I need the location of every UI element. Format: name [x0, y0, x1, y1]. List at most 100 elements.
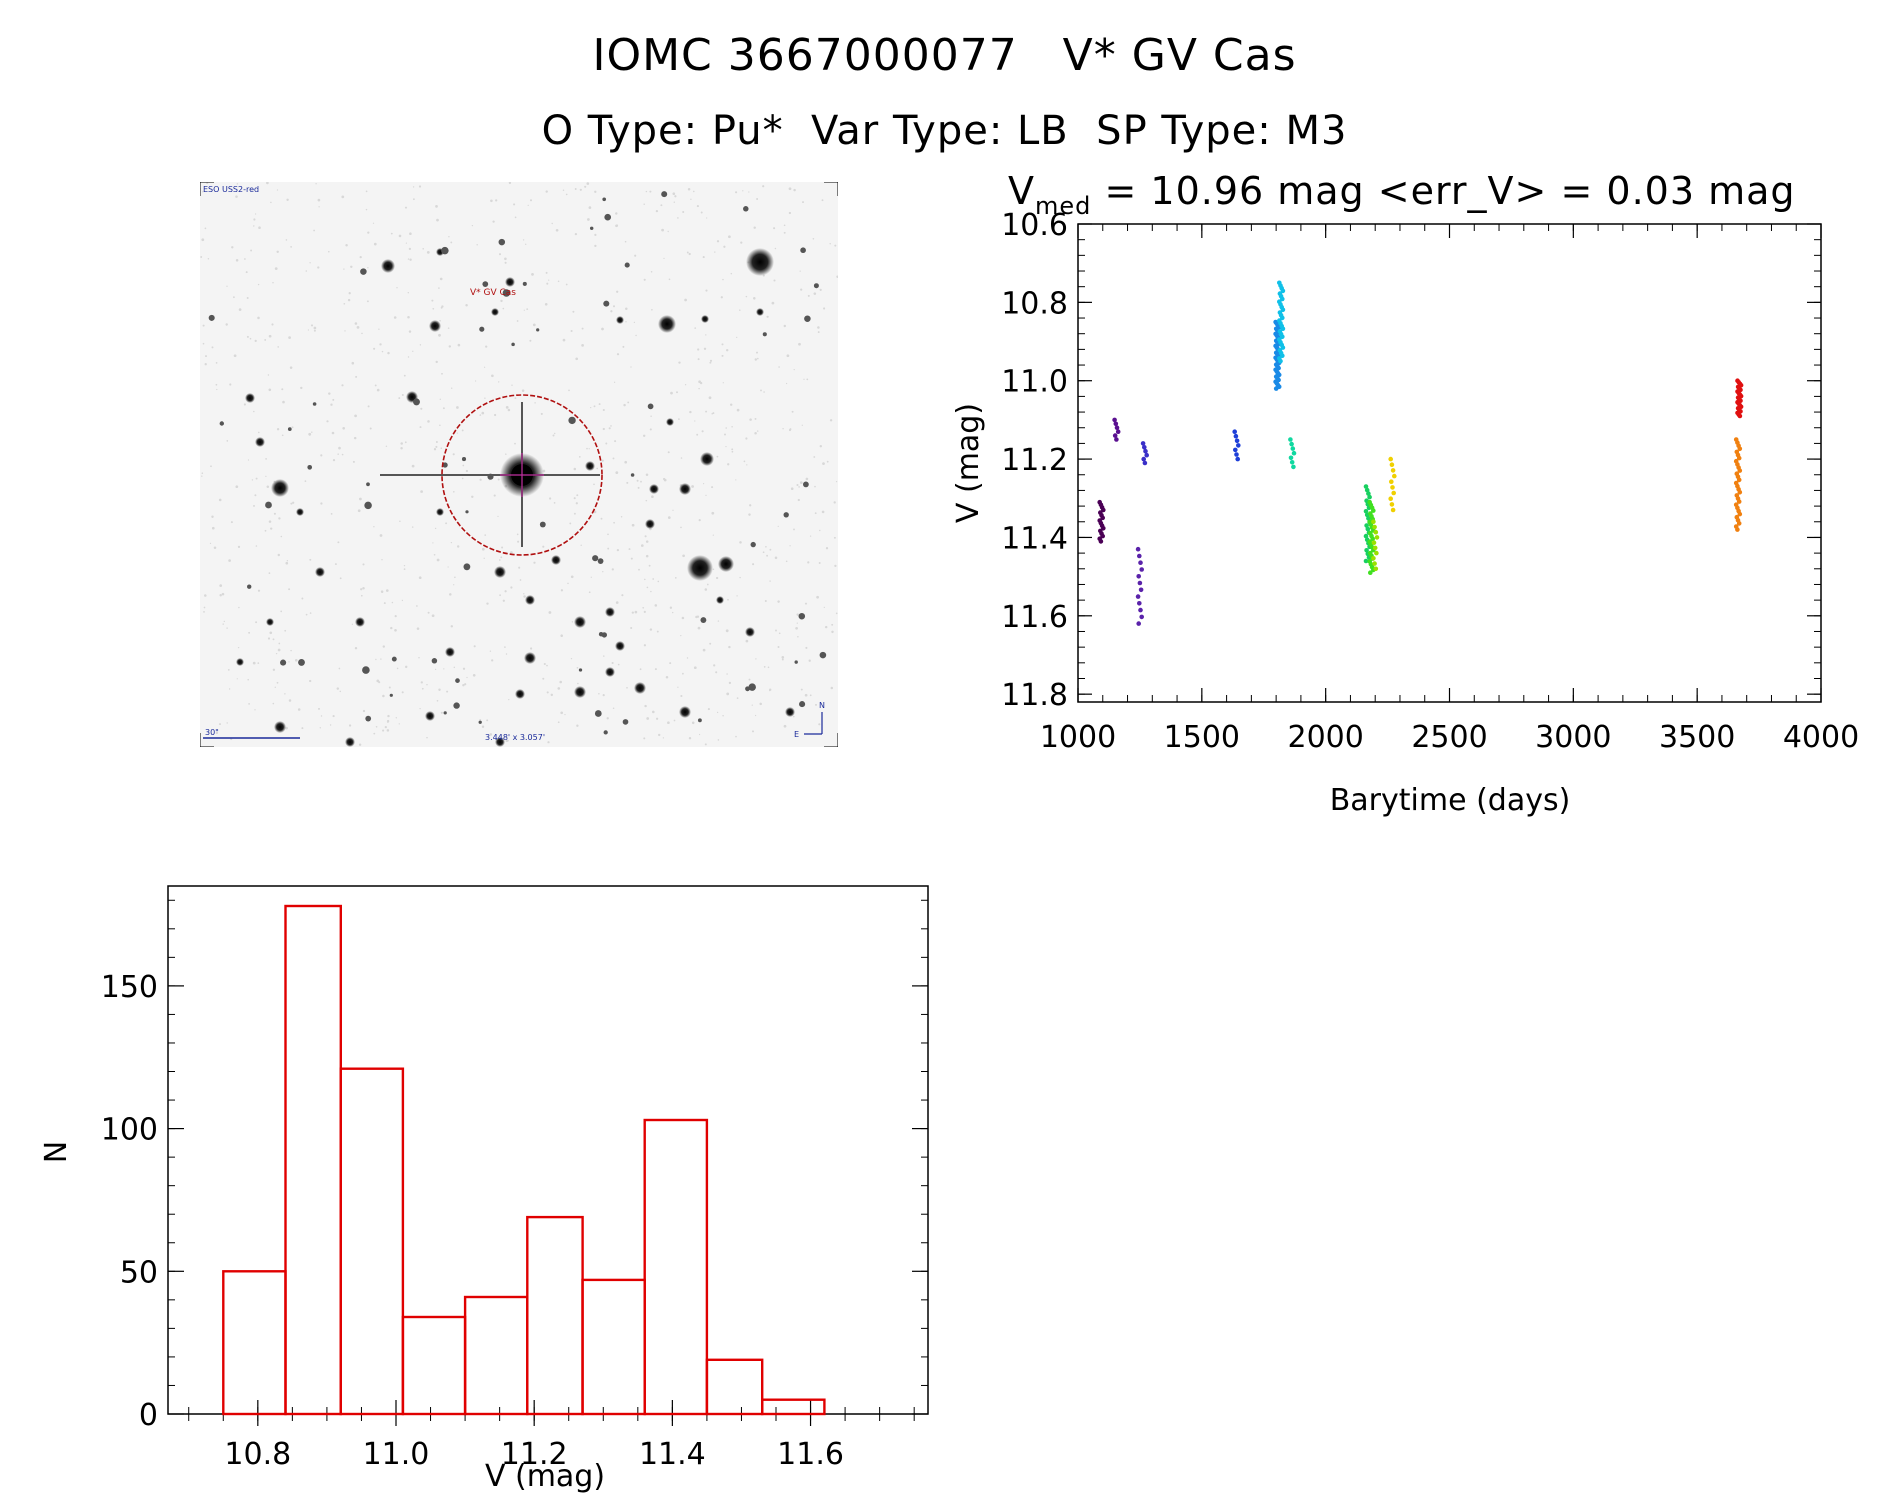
finder-background-speckle [626, 481, 629, 484]
finder-background-speckle [332, 398, 335, 401]
finder-background-speckle [317, 707, 321, 710]
finder-background-speckle [521, 389, 525, 392]
finder-background-speckle [394, 628, 397, 632]
finder-background-speckle [361, 332, 363, 335]
finder-background-speckle [407, 356, 410, 358]
finder-background-speckle [814, 512, 817, 515]
finder-background-speckle [807, 294, 810, 297]
finder-background-speckle [760, 389, 762, 392]
finder-background-speckle [551, 222, 553, 225]
finder-background-speckle [362, 709, 366, 713]
finder-background-speckle [722, 278, 724, 281]
finder-background-speckle [602, 408, 605, 412]
finder-background-speckle [235, 195, 238, 198]
finder-background-speckle [681, 616, 685, 620]
finder-background-speckle [830, 686, 834, 690]
finder-background-speckle [731, 425, 733, 428]
finder-background-speckle [419, 344, 422, 346]
finder-background-speckle [736, 336, 738, 339]
light-curve-point [1137, 601, 1142, 606]
finder-field-star [296, 508, 304, 516]
finder-background-speckle [717, 739, 720, 741]
finder-north-label: N [819, 701, 825, 710]
finder-field-star [585, 461, 595, 471]
finder-background-speckle [542, 677, 545, 680]
finder-field-star [800, 247, 806, 254]
light-curve-point [1143, 448, 1148, 454]
finder-background-speckle [545, 271, 548, 274]
finder-background-speckle [637, 486, 640, 489]
finder-background-speckle [650, 415, 652, 418]
finder-background-speckle [822, 462, 825, 465]
finder-background-speckle [613, 381, 616, 383]
finder-background-speckle [649, 190, 652, 193]
finder-background-speckle [211, 346, 214, 349]
finder-background-speckle [253, 225, 255, 227]
finder-background-speckle [254, 709, 256, 711]
light-curve-xtick-label: 2500 [1411, 720, 1487, 755]
finder-background-speckle [593, 483, 595, 486]
finder-background-speckle [223, 620, 225, 623]
finder-background-speckle [667, 230, 669, 233]
finder-background-speckle [379, 343, 382, 346]
finder-background-speckle [440, 447, 443, 449]
finder-background-speckle [706, 583, 709, 586]
finder-background-speckle [728, 235, 731, 239]
light-curve-point [1135, 594, 1141, 599]
finder-background-speckle [439, 424, 441, 427]
finder-background-speckle [345, 243, 348, 247]
finder-background-speckle [813, 292, 817, 295]
light-curve-ticks: 1000 1500 2000 2500 3000 3500 4000 10.6 10.8 11.0… [1001, 208, 1859, 755]
finder-background-speckle [797, 635, 799, 638]
finder-field-star [381, 259, 395, 273]
finder-field-star [315, 567, 325, 577]
finder-background-speckle [739, 576, 741, 579]
finder-background-speckle [453, 666, 456, 669]
histogram-bar [705, 1358, 764, 1416]
finder-background-speckle [505, 406, 509, 409]
finder-background-speckle [362, 563, 365, 566]
finder-background-speckle [380, 658, 382, 660]
finder-background-speckle [667, 516, 671, 519]
finder-field-star [743, 206, 749, 212]
finder-background-speckle [251, 479, 254, 481]
histogram-bar [581, 1278, 646, 1416]
finder-background-speckle [265, 475, 267, 478]
finder-field-star [312, 402, 317, 406]
finder-background-speckle [584, 185, 587, 188]
light-curve-point [1373, 529, 1379, 535]
finder-background-speckle [570, 329, 573, 333]
finder-background-speckle [436, 218, 439, 222]
finder-background-speckle [486, 602, 489, 605]
finder-background-speckle [806, 378, 809, 381]
finder-background-speckle [267, 637, 271, 640]
finder-background-speckle [471, 224, 474, 227]
finder-background-speckle [288, 588, 291, 591]
finder-background-speckle [826, 460, 829, 463]
finder-background-speckle [819, 288, 822, 291]
finder-background-speckle [753, 297, 756, 300]
finder-background-speckle [440, 306, 443, 309]
finder-background-speckle [445, 522, 448, 525]
finder-field-star [794, 660, 798, 664]
finder-background-speckle [435, 205, 438, 208]
finder-field-star [539, 521, 546, 528]
target-star [380, 402, 600, 547]
finder-target-label: V* GV Cas [470, 288, 516, 298]
finder-background-speckle [497, 478, 500, 481]
finder-background-speckle [435, 445, 438, 448]
finder-background-speckle [527, 204, 529, 207]
finder-background-speckle [577, 682, 579, 685]
finder-background-speckle [341, 384, 344, 387]
finder-background-speckle [800, 288, 803, 291]
finder-background-speckle [405, 242, 407, 244]
finder-background-speckle [253, 410, 255, 413]
finder-background-speckle [418, 657, 420, 659]
finder-background-speckle [765, 545, 767, 548]
light-curve-point [1389, 479, 1394, 485]
finder-background-speckle [227, 669, 230, 671]
finder-background-speckle [502, 307, 505, 310]
finder-background-speckle [573, 467, 577, 471]
finder-field-star [624, 262, 630, 268]
finder-background-speckle [433, 553, 436, 556]
